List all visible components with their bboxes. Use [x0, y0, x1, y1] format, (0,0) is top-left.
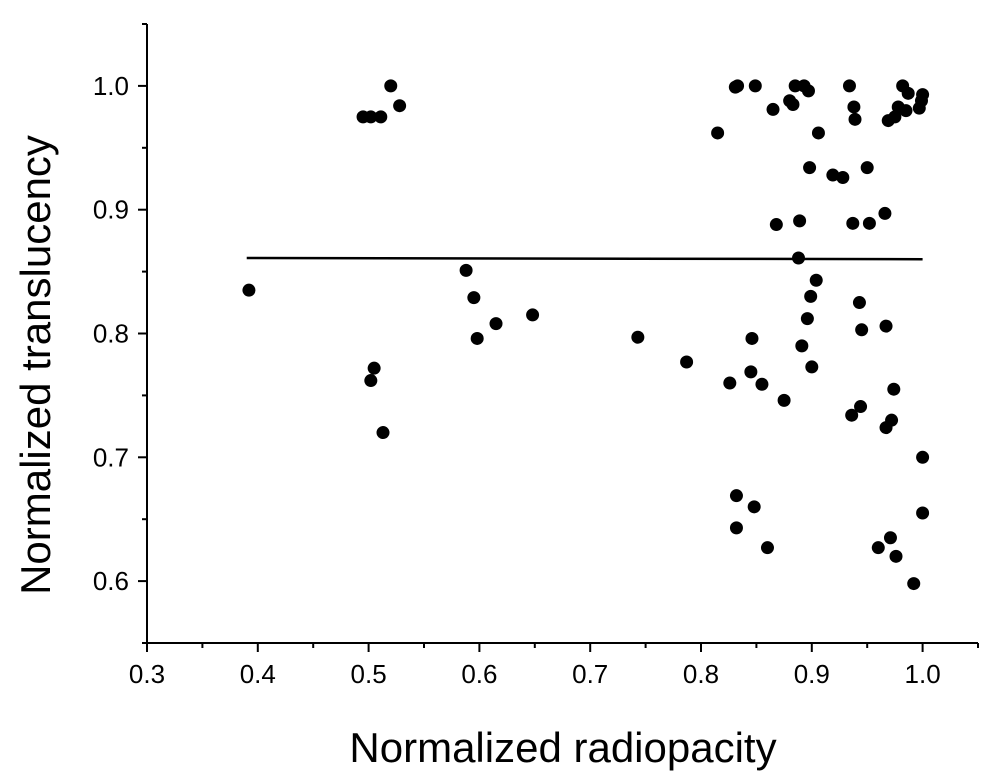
data-point — [887, 382, 901, 396]
data-point — [805, 360, 819, 374]
data-point — [855, 323, 869, 337]
data-point — [792, 251, 806, 265]
data-point — [793, 214, 807, 228]
data-point — [878, 206, 892, 220]
data-point — [376, 426, 390, 440]
data-point — [489, 317, 503, 331]
y-tick-label: 0.9 — [93, 195, 129, 225]
data-point — [711, 126, 725, 140]
data-point — [748, 79, 762, 93]
data-point — [879, 319, 893, 333]
data-point — [760, 541, 774, 555]
data-point — [384, 79, 398, 93]
data-point — [800, 312, 814, 326]
data-point — [747, 500, 761, 514]
data-point — [901, 86, 915, 100]
data-point — [809, 273, 823, 287]
data-point — [836, 171, 850, 185]
data-point — [744, 365, 758, 379]
data-point — [786, 97, 800, 111]
data-point — [845, 408, 859, 422]
x-tick-label: 0.9 — [794, 659, 830, 689]
x-tick-label: 0.7 — [572, 659, 608, 689]
data-point — [242, 283, 256, 297]
data-point — [470, 331, 484, 345]
data-point — [803, 161, 817, 175]
data-point — [526, 308, 540, 322]
x-tick-label: 0.4 — [240, 659, 276, 689]
data-point — [889, 549, 903, 563]
x-tick-label: 0.5 — [351, 659, 387, 689]
data-point — [885, 413, 899, 427]
data-point — [766, 102, 780, 116]
y-axis-title: Normalized translucency — [12, 135, 59, 595]
data-point — [364, 110, 378, 124]
data-point — [777, 393, 791, 407]
data-point — [723, 376, 737, 390]
data-point — [731, 79, 745, 93]
y-tick-label: 0.6 — [93, 566, 129, 596]
data-point — [467, 291, 481, 305]
fit-line — [246, 256, 923, 261]
data-points — [242, 79, 930, 591]
x-tick-label: 0.6 — [461, 659, 497, 689]
data-point — [729, 489, 743, 503]
data-point — [769, 218, 783, 232]
data-point — [860, 161, 874, 175]
data-point — [374, 110, 388, 124]
data-point — [847, 100, 861, 114]
data-point — [883, 531, 897, 545]
y-tick-label: 0.7 — [93, 442, 129, 472]
y-tick-label: 0.8 — [93, 319, 129, 349]
data-point — [393, 99, 407, 113]
x-axis-title: Normalized radiopacity — [349, 724, 776, 771]
data-point — [916, 506, 930, 520]
data-point — [745, 331, 759, 345]
data-point — [755, 377, 769, 391]
data-point — [842, 79, 856, 93]
axes: 0.3 0.4 0.5 0.6 0.7 0.8 0.9 1.0 0.6 0.7 0.8 0.9 1.0 — [93, 23, 979, 689]
data-point — [848, 112, 862, 126]
data-point — [631, 330, 645, 344]
data-point — [729, 521, 743, 535]
data-point — [680, 355, 694, 369]
x-tick-label: 0.3 — [129, 659, 165, 689]
data-point — [907, 577, 921, 591]
data-point — [826, 168, 840, 182]
fit-line-group — [246, 256, 923, 261]
data-point — [899, 104, 913, 118]
data-point — [364, 374, 378, 388]
data-point — [854, 400, 868, 414]
data-point — [459, 263, 473, 277]
data-point — [804, 289, 818, 303]
data-point — [367, 361, 381, 375]
data-point — [801, 84, 815, 98]
x-tick-label: 1.0 — [905, 659, 941, 689]
x-tick-label: 0.8 — [683, 659, 719, 689]
data-point — [795, 339, 809, 353]
data-point — [888, 110, 902, 124]
data-point — [871, 541, 885, 555]
data-point — [916, 450, 930, 464]
data-point — [811, 126, 825, 140]
data-point — [846, 216, 860, 230]
data-point — [862, 216, 876, 230]
data-point — [916, 88, 930, 102]
y-tick-label: 1.0 — [93, 71, 129, 101]
data-point — [852, 296, 866, 310]
